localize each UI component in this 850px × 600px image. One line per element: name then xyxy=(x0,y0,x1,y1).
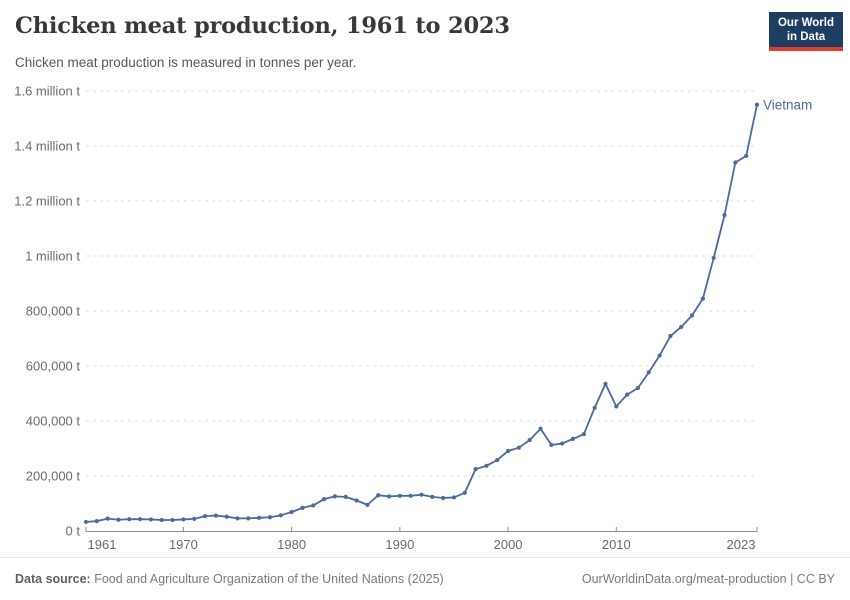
data-point-marker xyxy=(376,493,381,498)
data-point-marker xyxy=(722,212,727,218)
data-point-marker xyxy=(516,445,522,450)
data-point-marker xyxy=(754,102,760,107)
data-point-marker xyxy=(105,516,110,521)
y-axis-tick-label: 1.4 million t xyxy=(14,139,80,154)
data-point-marker xyxy=(278,513,283,518)
data-point-marker xyxy=(386,494,392,499)
owid-logo[interactable]: Our World in Data xyxy=(769,12,843,51)
data-point-marker xyxy=(300,505,305,510)
data-point-marker xyxy=(419,492,424,497)
y-axis-tick-label: 200,000 t xyxy=(26,469,81,484)
data-point-marker xyxy=(408,493,413,498)
chart-title: Chicken meat production, 1961 to 2023 xyxy=(15,13,510,39)
data-point-marker xyxy=(549,442,554,448)
data-point-marker xyxy=(397,493,402,498)
data-point-marker xyxy=(430,494,435,499)
data-point-marker xyxy=(138,517,143,522)
y-axis-tick-label: 400,000 t xyxy=(26,414,81,429)
y-axis-tick-label: 800,000 t xyxy=(26,304,81,319)
data-source-label: Data source: xyxy=(15,572,91,586)
data-point-marker xyxy=(473,467,478,472)
data-point-marker xyxy=(527,437,532,443)
data-source: Data source: Food and Agriculture Organi… xyxy=(15,572,444,586)
data-point-marker xyxy=(181,517,186,522)
data-point-marker xyxy=(321,497,327,502)
data-point-marker xyxy=(354,498,359,503)
data-point-marker xyxy=(679,324,684,330)
data-point-marker xyxy=(560,441,565,446)
line-chart: 0 t 200,000 t 400,000 t 600,000 t 800,000 t 1… xyxy=(14,84,812,553)
data-point-marker xyxy=(170,517,175,523)
data-point-marker xyxy=(235,516,240,521)
data-point-marker xyxy=(614,404,619,409)
y-axis-tick-label: 1 million t xyxy=(25,249,80,264)
x-axis-tick-label: 1980 xyxy=(277,537,306,552)
data-point-marker xyxy=(635,385,641,391)
data-point-marker xyxy=(668,333,673,339)
data-point-marker xyxy=(592,405,597,410)
data-point-marker xyxy=(289,509,294,515)
data-point-marker xyxy=(441,495,446,501)
data-point-marker xyxy=(603,381,608,386)
x-axis-tick-label: 1990 xyxy=(385,537,414,552)
x-axis-tick-label: 2010 xyxy=(602,537,631,552)
y-axis-tick-label: 0 t xyxy=(66,524,81,539)
data-point-marker xyxy=(224,514,229,519)
data-point-marker xyxy=(581,432,586,437)
data-point-marker xyxy=(625,392,630,397)
data-point-marker xyxy=(202,514,208,519)
x-axis-tick-label: 2023 xyxy=(727,537,756,552)
footer-citation-link[interactable]: OurWorldinData.org/meat-production | CC … xyxy=(581,572,835,586)
x-axis-tick-label: 2000 xyxy=(494,537,523,552)
data-point-marker xyxy=(192,516,197,522)
data-point-marker xyxy=(495,457,500,463)
data-point-marker xyxy=(343,494,348,499)
y-axis-tick-label: 1.6 million t xyxy=(14,84,80,99)
data-point-marker xyxy=(689,313,695,318)
logo-line-1: Our World xyxy=(777,16,834,29)
y-axis-tick-label: 1.2 million t xyxy=(14,194,80,209)
chart-footer: Data source: Food and Agriculture Organi… xyxy=(0,557,850,600)
entity-label: Vietnam xyxy=(763,97,812,112)
data-point-marker xyxy=(570,436,576,441)
data-point-marker xyxy=(159,517,164,523)
x-axis-tick-label: 1961 xyxy=(88,537,117,552)
data-point-marker xyxy=(657,353,662,358)
data-point-marker xyxy=(83,519,89,525)
chart-plot-area[interactable] xyxy=(86,91,757,531)
data-point-marker xyxy=(451,495,457,500)
data-point-marker xyxy=(311,503,316,508)
data-point-marker xyxy=(246,516,251,521)
data-source-text: Food and Agriculture Organization of the… xyxy=(90,572,444,586)
data-point-marker xyxy=(116,517,121,522)
data-point-marker xyxy=(484,463,489,468)
data-point-marker xyxy=(365,502,370,507)
data-point-marker xyxy=(127,517,132,522)
data-point-marker xyxy=(646,370,651,375)
data-point-marker xyxy=(332,494,338,499)
data-point-marker xyxy=(700,296,705,301)
data-point-marker xyxy=(267,515,273,520)
data-point-marker xyxy=(505,448,511,454)
chart-subtitle: Chicken meat production is measured in t… xyxy=(15,55,357,70)
data-point-marker xyxy=(213,513,218,518)
logo-line-2: in Data xyxy=(786,30,826,43)
y-axis-tick-label: 600,000 t xyxy=(26,359,81,374)
data-point-marker xyxy=(148,517,154,522)
data-point-marker xyxy=(94,519,99,524)
data-point-marker xyxy=(538,426,543,431)
data-point-marker xyxy=(733,160,738,165)
x-axis-tick-label: 1970 xyxy=(169,537,198,552)
data-point-marker xyxy=(462,490,467,495)
data-point-marker xyxy=(711,255,716,261)
data-point-marker xyxy=(257,515,262,520)
data-point-marker xyxy=(744,153,749,158)
